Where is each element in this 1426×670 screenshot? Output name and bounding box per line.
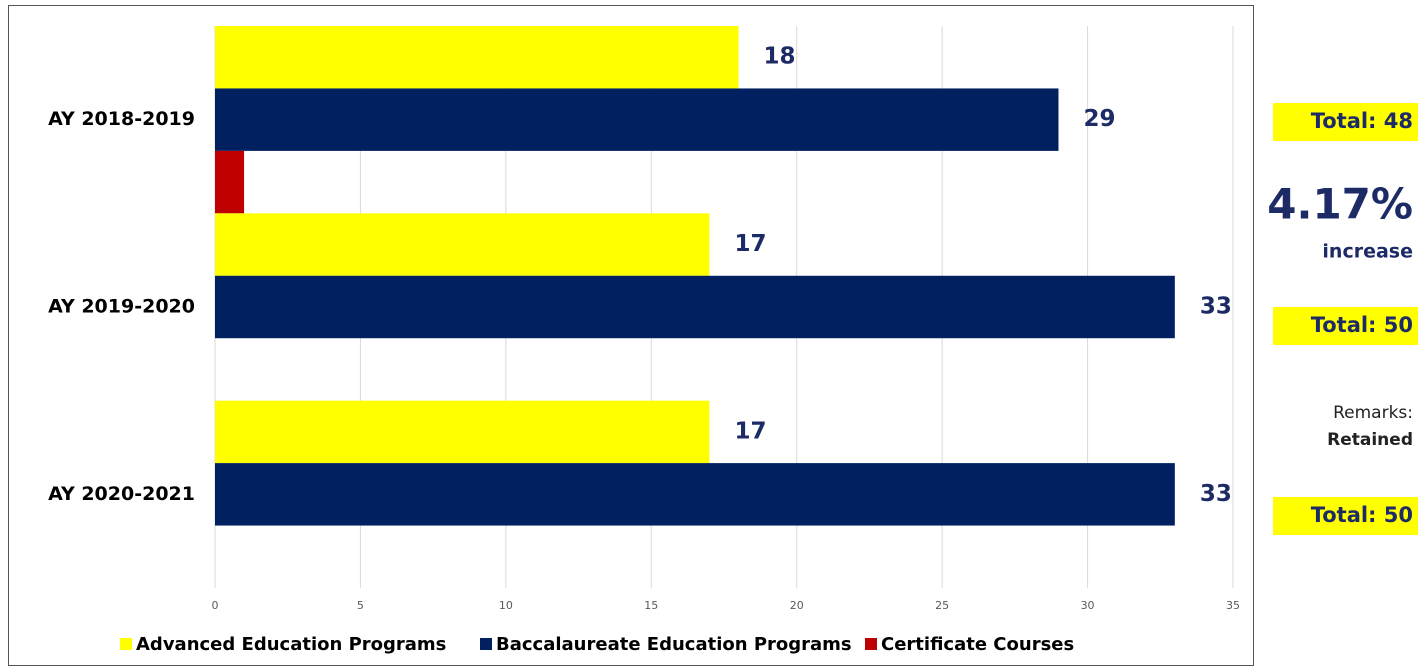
legend-label: Certificate Courses (881, 634, 1074, 655)
legend-label: Advanced Education Programs (136, 634, 446, 655)
legend-swatch (120, 638, 132, 650)
data-label: 33 (1200, 294, 1232, 320)
annotation-highlight (1273, 307, 1418, 345)
data-label: 17 (734, 418, 766, 444)
bar (215, 88, 1059, 151)
annotation-highlight (1273, 497, 1418, 535)
legend-label: Baccalaureate Education Programs (496, 634, 852, 655)
annotation: Total: 48 (1311, 109, 1413, 133)
bar (215, 213, 710, 276)
annotation: Remarks: (1333, 403, 1413, 423)
data-label: 17 (734, 231, 766, 257)
x-tick-label: 30 (1081, 599, 1095, 612)
data-label: 18 (764, 44, 796, 70)
annotation: increase (1322, 241, 1413, 263)
x-tick-label: 15 (644, 599, 658, 612)
annotation: 4.17% (1267, 180, 1413, 229)
bar (215, 275, 1175, 339)
annotation-highlight (1273, 103, 1418, 141)
y-tick-label: AY 2020-2021 (48, 483, 195, 505)
bar (215, 463, 1175, 526)
bar (215, 150, 245, 214)
x-tick-label: 25 (935, 599, 949, 612)
legend-swatch (865, 638, 877, 650)
x-tick-label: 35 (1226, 599, 1240, 612)
data-label: 29 (1083, 106, 1115, 132)
x-tick-label: 0 (212, 599, 219, 612)
annotation: Retained (1327, 430, 1413, 450)
y-tick-label: AY 2018-2019 (48, 108, 195, 130)
x-tick-label: 20 (790, 599, 804, 612)
x-tick-label: 5 (357, 599, 364, 612)
legend-swatch (480, 638, 492, 650)
bar (215, 400, 710, 464)
y-tick-label: AY 2019-2020 (48, 296, 195, 318)
x-tick-label: 10 (499, 599, 513, 612)
bar (215, 26, 739, 89)
annotation: Total: 50 (1311, 503, 1413, 527)
data-label: 33 (1200, 481, 1232, 507)
annotation: Total: 50 (1311, 313, 1413, 337)
chart-frame (8, 5, 1254, 666)
